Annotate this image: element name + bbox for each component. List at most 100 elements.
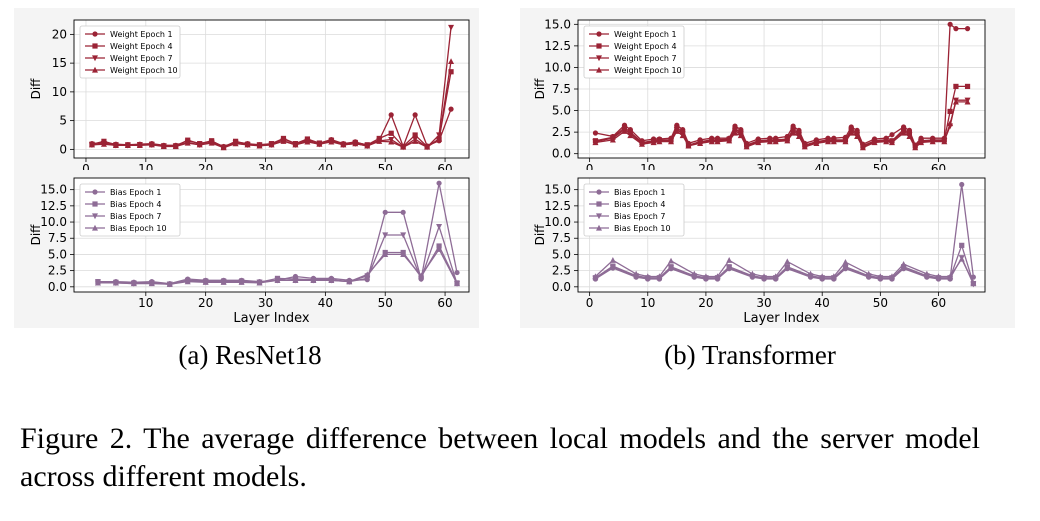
legend-marker xyxy=(92,31,98,37)
data-point xyxy=(388,112,394,118)
data-point xyxy=(454,280,461,287)
y-tick-label: 5 xyxy=(59,114,67,128)
x-tick-label: 40 xyxy=(815,296,830,310)
data-point xyxy=(400,143,407,150)
data-point xyxy=(737,132,744,139)
data-point xyxy=(813,140,820,146)
y-tick-label: 15 xyxy=(52,56,67,70)
data-point xyxy=(436,180,442,186)
y-tick-label: 7.5 xyxy=(552,82,571,96)
x-axis-label: Layer Index xyxy=(233,311,309,326)
data-point xyxy=(871,139,878,146)
data-point xyxy=(731,129,738,136)
legend-label: Weight Epoch 10 xyxy=(110,66,178,75)
legend-label: Bias Epoch 10 xyxy=(614,224,671,233)
data-point xyxy=(923,270,930,277)
legend-label: Bias Epoch 7 xyxy=(110,212,161,221)
data-point xyxy=(400,232,407,239)
data-point xyxy=(900,260,907,267)
data-point xyxy=(436,135,443,142)
legend-marker xyxy=(92,201,98,207)
legend-box xyxy=(583,25,685,79)
data-point xyxy=(328,138,335,145)
data-point xyxy=(668,138,675,145)
legend-marker xyxy=(92,213,98,220)
series-weight-epoch-10 xyxy=(88,58,455,151)
legend-marker xyxy=(92,224,98,231)
data-point xyxy=(328,277,335,283)
data-point xyxy=(436,243,442,249)
legend-marker xyxy=(596,201,602,207)
data-point xyxy=(825,138,832,145)
data-point xyxy=(130,280,137,287)
legend-label: Bias Epoch 4 xyxy=(110,200,161,209)
data-point xyxy=(883,138,890,145)
data-point xyxy=(592,130,599,136)
data-point xyxy=(691,270,698,277)
data-point xyxy=(947,21,953,27)
data-point xyxy=(448,24,455,31)
data-point xyxy=(388,138,395,145)
data-point xyxy=(638,141,645,147)
x-tick-label: 0 xyxy=(586,162,594,176)
data-point xyxy=(388,130,394,136)
data-point xyxy=(436,223,443,230)
data-point xyxy=(292,277,299,283)
data-point xyxy=(592,273,599,280)
data-point xyxy=(412,138,419,144)
legend: Weight Epoch 1 Weight Epoch 4 Weight Epoch… xyxy=(79,25,181,79)
data-point xyxy=(842,138,849,145)
transformer-weight-chart: 0 10 20 30 40 50 600.02.55.07.510.012.515.0Dif… xyxy=(520,8,1015,176)
y-tick-label: 0 xyxy=(59,142,67,156)
data-point xyxy=(959,181,965,188)
y-tick-label: 15.0 xyxy=(544,17,571,31)
series-weight-epoch-10 xyxy=(592,98,971,151)
data-point xyxy=(964,98,971,105)
data-point xyxy=(364,271,371,278)
data-point xyxy=(685,142,692,149)
data-point xyxy=(232,140,239,147)
data-point xyxy=(668,265,675,272)
data-point xyxy=(888,273,895,280)
x-tick-label: 20 xyxy=(198,296,213,310)
y-tick-label: 5.0 xyxy=(552,104,571,118)
data-point xyxy=(448,69,454,75)
data-point xyxy=(424,143,431,150)
data-point xyxy=(842,265,849,272)
data-point xyxy=(865,270,872,277)
x-tick-label: 0 xyxy=(82,162,90,176)
data-point xyxy=(959,242,965,248)
data-point xyxy=(592,139,599,146)
x-tick-label: 20 xyxy=(698,296,713,310)
legend-label: Bias Epoch 1 xyxy=(614,188,665,197)
legend-label: Bias Epoch 10 xyxy=(110,224,167,233)
data-point xyxy=(807,270,814,277)
data-point xyxy=(953,26,959,32)
data-point xyxy=(906,133,913,140)
data-point xyxy=(244,141,251,148)
y-tick-label: 10 xyxy=(52,85,67,99)
data-point xyxy=(346,278,353,285)
data-point xyxy=(621,128,628,134)
transformer-bias-chart: 0 10 20 30 40 50 60 0.0 2.5 5.0 7.5 10.0 12.5 15.0 Dif… xyxy=(520,170,1015,328)
data-point xyxy=(958,255,965,262)
legend-marker xyxy=(596,55,602,62)
y-tick-label: 15.0 xyxy=(544,183,571,197)
data-point xyxy=(964,83,971,90)
data-point xyxy=(112,142,119,148)
legend-label: Weight Epoch 4 xyxy=(614,42,677,51)
data-point xyxy=(953,83,959,90)
y-axis-label: Diff xyxy=(533,78,547,100)
legend-box xyxy=(79,25,181,79)
data-point xyxy=(888,139,895,146)
data-point xyxy=(256,142,263,149)
data-point xyxy=(947,273,954,280)
legend-marker xyxy=(596,213,602,220)
data-point xyxy=(650,139,657,146)
data-point xyxy=(196,141,203,148)
data-point xyxy=(352,140,359,147)
data-point xyxy=(743,143,750,150)
legend-marker xyxy=(596,43,602,49)
legend-box xyxy=(79,183,181,237)
data-point xyxy=(679,132,686,139)
